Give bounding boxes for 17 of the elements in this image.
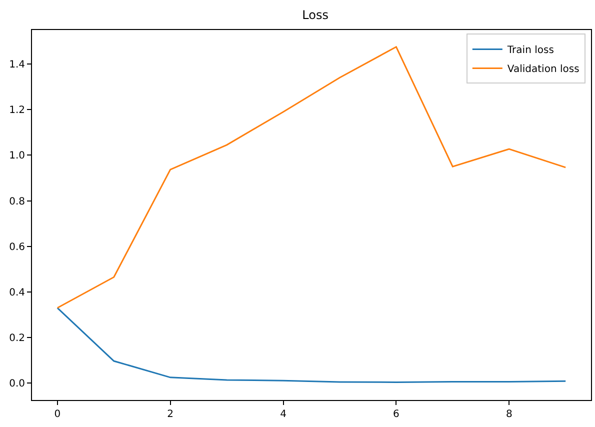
x-tick-label: 8 [506,409,512,420]
y-tick-label: 1.4 [9,59,25,70]
y-tick-label: 0.0 [9,378,25,390]
line-series [56,307,566,383]
legend-label: Validation loss [507,64,580,76]
legend-label: Train loss [506,45,554,56]
x-tick-label: 2 [167,409,174,420]
y-tick-label: 0.4 [9,287,25,298]
y-tick-label: 0.6 [9,242,25,253]
y-tick-label: 0.8 [9,196,25,208]
y-tick-label: 0.2 [9,333,25,344]
chart-title: Loss [302,8,329,22]
y-tick-label: 1.0 [9,150,25,162]
x-tick-label: 6 [393,409,400,420]
y-tick-label: 1.2 [9,105,25,116]
x-tick-label: 0 [54,409,61,420]
x-tick-label: 4 [280,409,286,420]
